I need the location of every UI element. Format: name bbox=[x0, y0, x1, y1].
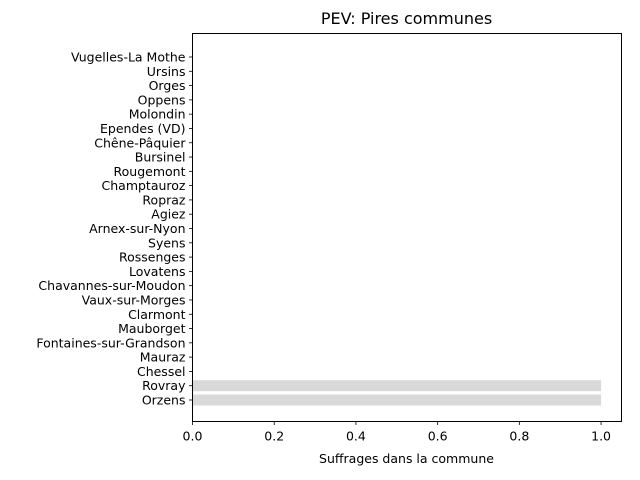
category-label: Clarmont bbox=[128, 307, 186, 322]
category-label: Fontaines-sur-Grandson bbox=[36, 335, 185, 350]
x-tick-label: 1.0 bbox=[591, 429, 611, 444]
category-label: Mauborget bbox=[118, 321, 185, 336]
category-label: Ursins bbox=[147, 64, 186, 79]
x-tick-label: 0.8 bbox=[509, 429, 529, 444]
chart-title: PEV: Pires communes bbox=[321, 9, 492, 28]
bar bbox=[192, 380, 602, 392]
category-label: Rossenges bbox=[119, 250, 186, 265]
x-tick-label: 0.0 bbox=[183, 429, 203, 444]
category-label: Arnex-sur-Nyon bbox=[89, 221, 185, 236]
x-tick-label: 0.2 bbox=[264, 429, 284, 444]
category-label: Vaux-sur-Morges bbox=[82, 292, 186, 307]
x-tick-label: 0.6 bbox=[428, 429, 448, 444]
plot-frame bbox=[192, 33, 622, 422]
category-label: Chavannes-sur-Moudon bbox=[38, 278, 185, 293]
category-label: Oppens bbox=[138, 92, 186, 107]
category-label: Rougemont bbox=[114, 164, 186, 179]
category-label: Ependes (VD) bbox=[100, 121, 186, 136]
category-label: Orzens bbox=[142, 393, 186, 408]
category-label: Agiez bbox=[151, 207, 186, 222]
category-label: Orges bbox=[149, 78, 186, 93]
category-label: Lovatens bbox=[129, 264, 185, 279]
category-label: Ropraz bbox=[142, 192, 186, 207]
category-label: Vugelles-La Mothe bbox=[71, 50, 186, 65]
category-label: Champtauroz bbox=[102, 178, 186, 193]
category-label: Chessel bbox=[137, 364, 186, 379]
category-labels: Vugelles-La MotheUrsinsOrgesOppensMolond… bbox=[36, 50, 193, 408]
x-axis-label: Suffrages dans la commune bbox=[319, 451, 494, 466]
bar bbox=[192, 394, 602, 406]
category-label: Molondin bbox=[129, 107, 186, 122]
category-label: Mauraz bbox=[140, 350, 186, 365]
category-label: Rovray bbox=[142, 378, 186, 393]
bars-group bbox=[192, 380, 602, 406]
x-tick-label: 0.4 bbox=[346, 429, 366, 444]
category-label: Bursinel bbox=[135, 150, 186, 165]
x-axis-ticks: 0.0 0.2 0.4 0.6 0.8 1.0 bbox=[183, 421, 611, 444]
category-label: Syens bbox=[148, 235, 185, 250]
category-label: Chêne-Pâquier bbox=[94, 135, 186, 150]
